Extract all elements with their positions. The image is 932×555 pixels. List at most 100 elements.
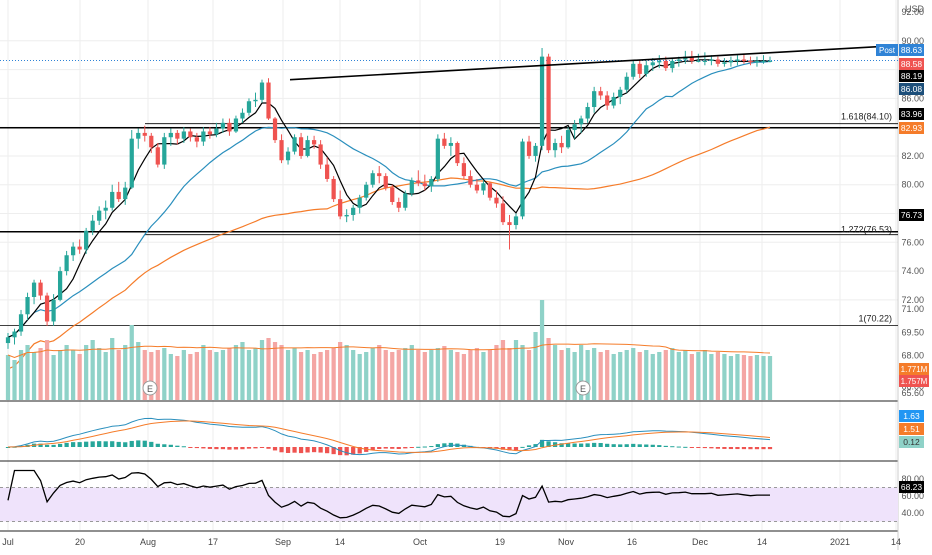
- candle-body[interactable]: [246, 101, 252, 113]
- candle-body[interactable]: [754, 60, 760, 63]
- candle-body[interactable]: [448, 142, 453, 146]
- candle-body[interactable]: [266, 82, 271, 119]
- candle-body[interactable]: [220, 122, 226, 129]
- candle-body[interactable]: [728, 60, 734, 63]
- candle-body[interactable]: [572, 124, 577, 131]
- trendline[interactable]: [289, 45, 881, 81]
- candle-body[interactable]: [240, 112, 245, 119]
- candle-body[interactable]: [201, 131, 206, 142]
- candle-body[interactable]: [585, 107, 590, 119]
- candle-body[interactable]: [71, 246, 76, 256]
- candle-body[interactable]: [559, 142, 564, 148]
- candle-body[interactable]: [461, 163, 467, 177]
- candle-body[interactable]: [748, 60, 753, 63]
- candle-body[interactable]: [513, 216, 519, 226]
- candle-body[interactable]: [64, 255, 69, 272]
- macd-pane[interactable]: [5, 417, 773, 456]
- candle-body[interactable]: [97, 210, 102, 221]
- candle-body[interactable]: [494, 197, 499, 204]
- candle-body[interactable]: [5, 337, 11, 344]
- candle-body[interactable]: [383, 176, 388, 188]
- candle-body[interactable]: [416, 180, 421, 184]
- candle-body[interactable]: [552, 142, 558, 151]
- candle-body[interactable]: [44, 295, 50, 322]
- candle-body[interactable]: [709, 59, 714, 61]
- candle-body[interactable]: [409, 180, 414, 194]
- candle-body[interactable]: [90, 220, 95, 231]
- candle-body[interactable]: [689, 56, 694, 61]
- candle-body[interactable]: [31, 282, 37, 297]
- candle-body[interactable]: [285, 151, 291, 161]
- candle-body[interactable]: [435, 138, 440, 179]
- candle-body[interactable]: [272, 118, 278, 141]
- candle-body[interactable]: [624, 76, 629, 90]
- candle-body[interactable]: [357, 197, 362, 208]
- candle-body[interactable]: [338, 199, 343, 217]
- candle-body[interactable]: [162, 137, 167, 165]
- candle-body[interactable]: [741, 59, 747, 61]
- candle-body[interactable]: [722, 62, 727, 64]
- candle-body[interactable]: [188, 131, 193, 138]
- candle-body[interactable]: [377, 173, 382, 177]
- candle-body[interactable]: [761, 60, 766, 62]
- candle-body[interactable]: [442, 138, 447, 146]
- candle-body[interactable]: [331, 178, 336, 200]
- candle-body[interactable]: [142, 132, 147, 136]
- candle-body[interactable]: [605, 95, 610, 106]
- candle-body[interactable]: [227, 122, 232, 132]
- candle-body[interactable]: [474, 184, 480, 191]
- candle-body[interactable]: [84, 230, 89, 250]
- candle-body[interactable]: [390, 187, 395, 202]
- candle-body[interactable]: [116, 191, 121, 200]
- candle-body[interactable]: [311, 140, 317, 145]
- candle-body[interactable]: [214, 128, 219, 135]
- candle-body[interactable]: [175, 132, 180, 139]
- candle-body[interactable]: [539, 56, 545, 146]
- candle-body[interactable]: [468, 176, 473, 185]
- candle-body[interactable]: [592, 91, 597, 107]
- candle-body[interactable]: [18, 314, 24, 332]
- candle-body[interactable]: [546, 56, 551, 151]
- candle-body[interactable]: [298, 137, 304, 156]
- candle-body[interactable]: [631, 63, 636, 77]
- candle-body[interactable]: [455, 142, 460, 164]
- candle-body[interactable]: [57, 271, 63, 300]
- candle-body[interactable]: [598, 91, 603, 96]
- candle-body[interactable]: [676, 59, 681, 61]
- candle-body[interactable]: [129, 138, 134, 188]
- candle-body[interactable]: [325, 164, 330, 179]
- candle-body[interactable]: [644, 65, 649, 74]
- candle-body[interactable]: [305, 140, 310, 156]
- candle-body[interactable]: [663, 60, 668, 69]
- candle-body[interactable]: [351, 207, 356, 215]
- candle-body[interactable]: [364, 184, 369, 198]
- earnings-marker[interactable]: [142, 380, 158, 396]
- candle-body[interactable]: [259, 82, 265, 100]
- candle-body[interactable]: [526, 141, 532, 156]
- candle-body[interactable]: [292, 137, 297, 152]
- candle-body[interactable]: [233, 118, 239, 132]
- candle-body[interactable]: [422, 183, 427, 187]
- candle-body[interactable]: [110, 191, 115, 208]
- candle-body[interactable]: [181, 131, 186, 139]
- candle-body[interactable]: [149, 135, 154, 148]
- rsi-pane[interactable]: [0, 469, 898, 522]
- price-pane[interactable]: 1.618(84.10) 1.272(76.53) 1(70.22): [0, 45, 898, 370]
- candle-body[interactable]: [696, 60, 701, 62]
- candle-body[interactable]: [253, 99, 258, 102]
- candle-body[interactable]: [136, 132, 141, 139]
- candle-body[interactable]: [520, 141, 525, 217]
- candle-body[interactable]: [670, 60, 675, 69]
- candle-body[interactable]: [344, 214, 349, 217]
- candle-body[interactable]: [194, 137, 199, 142]
- candle-body[interactable]: [123, 187, 128, 200]
- candle-body[interactable]: [637, 63, 642, 74]
- candle-body[interactable]: [611, 96, 616, 106]
- candle-body[interactable]: [370, 173, 375, 185]
- candle-body[interactable]: [579, 118, 584, 125]
- candle-body[interactable]: [715, 59, 721, 64]
- candle-body[interactable]: [657, 60, 662, 63]
- candle-body[interactable]: [533, 145, 538, 156]
